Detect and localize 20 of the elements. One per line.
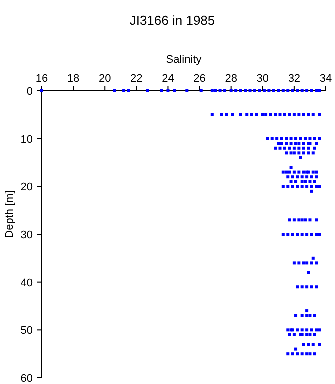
x-tick-label: 32 bbox=[288, 73, 301, 85]
y-tick-label: 50 bbox=[20, 325, 33, 338]
x-axis-title: Salinity bbox=[166, 54, 202, 66]
y-tick-label: 30 bbox=[20, 230, 33, 242]
x-tick-label: 18 bbox=[67, 73, 80, 85]
y-axis-title: Depth [m] bbox=[4, 190, 16, 238]
y-tick-label: 40 bbox=[20, 277, 33, 290]
y-tick-label: 60 bbox=[20, 373, 33, 384]
chart-title: JI3166 in 1985 bbox=[130, 13, 216, 28]
x-tick-label: 34 bbox=[320, 73, 332, 85]
x-tick-label: 28 bbox=[225, 73, 238, 85]
y-tick-label: 0 bbox=[26, 86, 33, 98]
x-tick-label: 22 bbox=[130, 73, 143, 85]
x-tick-label: 16 bbox=[36, 73, 48, 85]
x-tick-label: 30 bbox=[256, 73, 270, 85]
x-tick-label: 20 bbox=[98, 73, 112, 85]
y-tick-label: 20 bbox=[20, 182, 33, 194]
y-tick-label: 10 bbox=[20, 134, 33, 146]
x-tick-label: 26 bbox=[194, 73, 206, 85]
x-tick-label: 24 bbox=[162, 73, 174, 85]
